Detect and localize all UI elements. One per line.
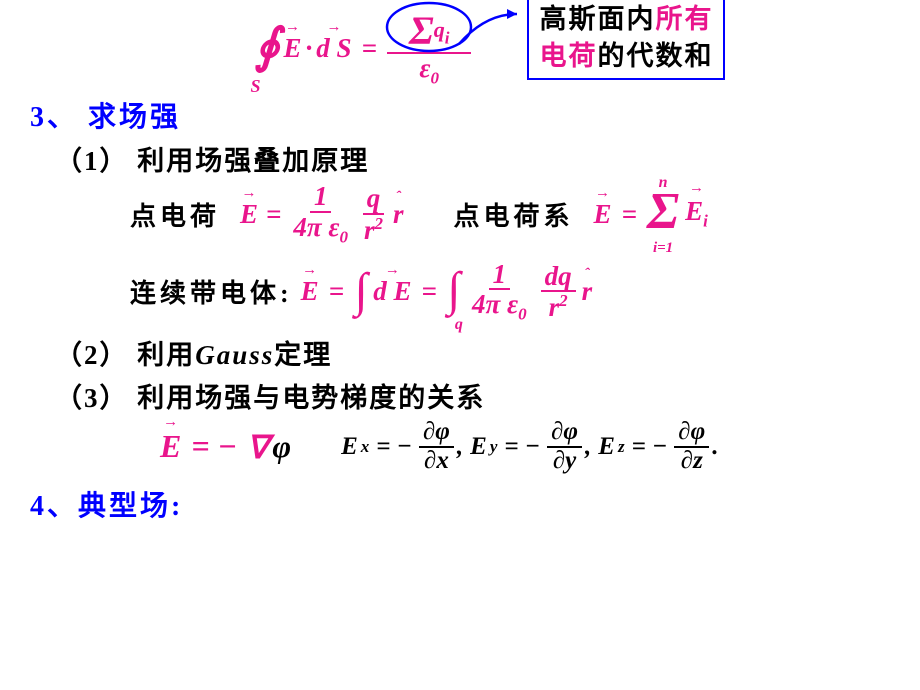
dot: · xyxy=(306,33,313,64)
dpx-n1: ∂ xyxy=(423,418,435,445)
oint-symbol: ∮ xyxy=(255,28,280,66)
point-3: （3） 利用场强与电势梯度的关系 xyxy=(55,376,890,415)
Ex-sub: x xyxy=(361,437,370,457)
label-point-system: 点电荷系 xyxy=(454,196,574,233)
cc-eps: 0 xyxy=(518,305,527,324)
heading-4: 4、典型场: xyxy=(30,484,890,524)
point-charge-row: 点电荷 →E = 1 4π ε0 q r2 ˆr 点电荷系 →E = n Σ i… xyxy=(130,182,890,246)
gradient-row: →E = − ∇ φ Ex = − ∂φ ∂x , Ey = − ∂φ ∂y ,… xyxy=(160,419,890,474)
grad-nabla: ∇ xyxy=(247,428,268,466)
pc-eps-sub: 0 xyxy=(340,227,349,246)
eq-point-system: →E = n Σ i=1 →Ei xyxy=(594,194,708,235)
ps-Ei: E xyxy=(685,196,703,226)
cc-one: 1 xyxy=(489,260,511,290)
continuous-row: 连续带电体: →E = ∫ →d E = ∫ q 1 4π ε0 dq r2 ˆ… xyxy=(130,260,890,324)
eq-point-charge: →E = 1 4π ε0 q r2 ˆr xyxy=(240,182,404,246)
gauss-equation: ∮ S ○ →E · →d S = Σqi ε0 xyxy=(255,10,472,87)
Ey-eq: = − xyxy=(504,433,540,461)
ps-E: E xyxy=(594,199,612,229)
gauss-fraction: Σqi ε0 xyxy=(387,10,472,87)
eq-components: Ex = − ∂φ ∂x , Ey = − ∂φ ∂y , Ez = − ∂φ … xyxy=(341,419,718,474)
cc-dq: dq xyxy=(541,262,576,292)
eq-nabla: →E = − ∇ φ xyxy=(160,428,291,466)
c1: , xyxy=(457,433,463,461)
cc-int2: ∫ xyxy=(447,271,460,309)
ellipse-highlight xyxy=(383,0,475,54)
cc-E: E xyxy=(301,276,319,306)
Ey: E xyxy=(470,433,487,461)
callout-l1a: 高斯面内 xyxy=(539,4,655,34)
pc-q: q xyxy=(363,184,385,214)
label-point-charge: 点电荷 xyxy=(130,196,220,233)
period: . xyxy=(712,433,718,461)
callout-box: 高斯面内所有 电荷的代数和 xyxy=(527,0,725,80)
cc-eq2: = xyxy=(422,276,437,307)
callout-l2a: 电荷 xyxy=(539,41,597,71)
cc-r: r xyxy=(549,292,560,322)
vec-dS: d S xyxy=(316,33,351,63)
Ex: E xyxy=(341,433,358,461)
ps-eq: = xyxy=(622,199,637,230)
eps-sub: 0 xyxy=(431,68,440,87)
dpy-n1: ∂ xyxy=(551,418,563,445)
Ex-eq: = − xyxy=(376,433,412,461)
Ez-eq: = − xyxy=(632,433,668,461)
eps: ε xyxy=(419,53,430,83)
eq-sign: = xyxy=(362,33,377,64)
cc-r2: 2 xyxy=(559,291,568,310)
heading-3: 3、 求场强 xyxy=(30,95,890,135)
cc-4pe: 4π ε xyxy=(472,289,518,319)
point-1: （1） 利用场强叠加原理 xyxy=(55,139,890,178)
Ey-sub: y xyxy=(490,437,498,457)
label-continuous: 连续带电体: xyxy=(130,273,293,310)
dpz-d2: z xyxy=(693,447,703,474)
c2: , xyxy=(585,433,591,461)
dpx-d2: x xyxy=(436,447,449,474)
oint-circle: ○ xyxy=(261,48,266,58)
pc-E: E xyxy=(240,199,258,229)
dpz-n2: φ xyxy=(691,418,706,445)
dpx-d1: ∂ xyxy=(424,447,436,474)
cc-dE: d E xyxy=(373,276,411,306)
pc-num: 1 xyxy=(310,182,332,212)
Ez: E xyxy=(598,433,615,461)
pc-r2: 2 xyxy=(375,214,384,233)
ps-n: n xyxy=(659,174,668,192)
vec-E: E xyxy=(284,33,302,63)
grad-phi: φ xyxy=(272,428,291,465)
grad-E: E xyxy=(160,428,181,464)
Ez-sub: z xyxy=(618,437,625,457)
dpy-d2: y xyxy=(565,447,576,474)
pc-eq: = xyxy=(266,199,281,230)
oint-sub: S xyxy=(251,76,261,97)
cc-eq1: = xyxy=(329,276,344,307)
ps-i: i xyxy=(703,212,708,231)
dpx-n2: φ xyxy=(435,418,450,445)
cc-intq: q xyxy=(455,316,463,334)
dpy-n2: φ xyxy=(563,418,578,445)
dpz-d1: ∂ xyxy=(681,447,693,474)
cc-int1: ∫ xyxy=(354,272,367,310)
eq-continuous: →E = ∫ →d E = ∫ q 1 4π ε0 dq r2 ˆr xyxy=(301,260,592,324)
pc-r: r xyxy=(364,215,375,245)
grad-eq: = − xyxy=(191,428,237,465)
pc-den: 4π ε xyxy=(293,212,339,242)
gauss-law-row: ∮ S ○ →E · →d S = Σqi ε0 高斯面内所有 xyxy=(90,10,890,87)
callout-l2b: 的代数和 xyxy=(597,41,713,71)
ps-i1: i=1 xyxy=(653,240,673,257)
callout-l1b: 所有 xyxy=(655,4,713,34)
dpy-d1: ∂ xyxy=(553,447,565,474)
dpz-n1: ∂ xyxy=(678,418,690,445)
point-2: （2） 利用Gauss定理 xyxy=(55,333,890,372)
